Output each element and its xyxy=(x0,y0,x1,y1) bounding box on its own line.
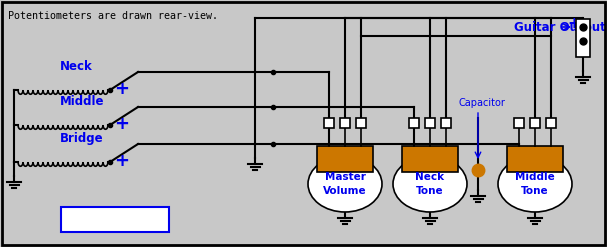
Bar xyxy=(530,118,540,128)
Bar xyxy=(340,118,350,128)
Text: +: + xyxy=(115,115,129,133)
Text: Potentiometers are drawn rear-view.: Potentiometers are drawn rear-view. xyxy=(8,11,218,21)
Bar xyxy=(356,118,366,128)
Bar xyxy=(425,118,435,128)
Bar xyxy=(514,118,524,128)
Text: Master
Volume: Master Volume xyxy=(323,172,367,196)
Text: Middle
Tone: Middle Tone xyxy=(515,172,555,196)
Text: Middle: Middle xyxy=(60,95,104,108)
Bar xyxy=(576,19,590,57)
Bar xyxy=(546,118,556,128)
Bar xyxy=(402,146,458,172)
Bar xyxy=(317,146,373,172)
Text: Capacitor: Capacitor xyxy=(458,98,506,108)
Ellipse shape xyxy=(393,156,467,212)
Text: +: + xyxy=(567,16,580,30)
Bar xyxy=(507,146,563,172)
Ellipse shape xyxy=(308,156,382,212)
FancyBboxPatch shape xyxy=(61,206,169,231)
Ellipse shape xyxy=(498,156,572,212)
Text: +: + xyxy=(115,152,129,170)
Bar xyxy=(324,118,334,128)
Text: www.1728.com: www.1728.com xyxy=(75,214,153,224)
Text: Bridge: Bridge xyxy=(60,132,104,145)
Text: +: + xyxy=(115,80,129,98)
Text: Neck: Neck xyxy=(60,60,93,73)
Bar xyxy=(409,118,419,128)
Bar xyxy=(441,118,451,128)
Text: Neck
Tone: Neck Tone xyxy=(415,172,444,196)
Text: Guitar Output Jack: Guitar Output Jack xyxy=(514,21,607,34)
